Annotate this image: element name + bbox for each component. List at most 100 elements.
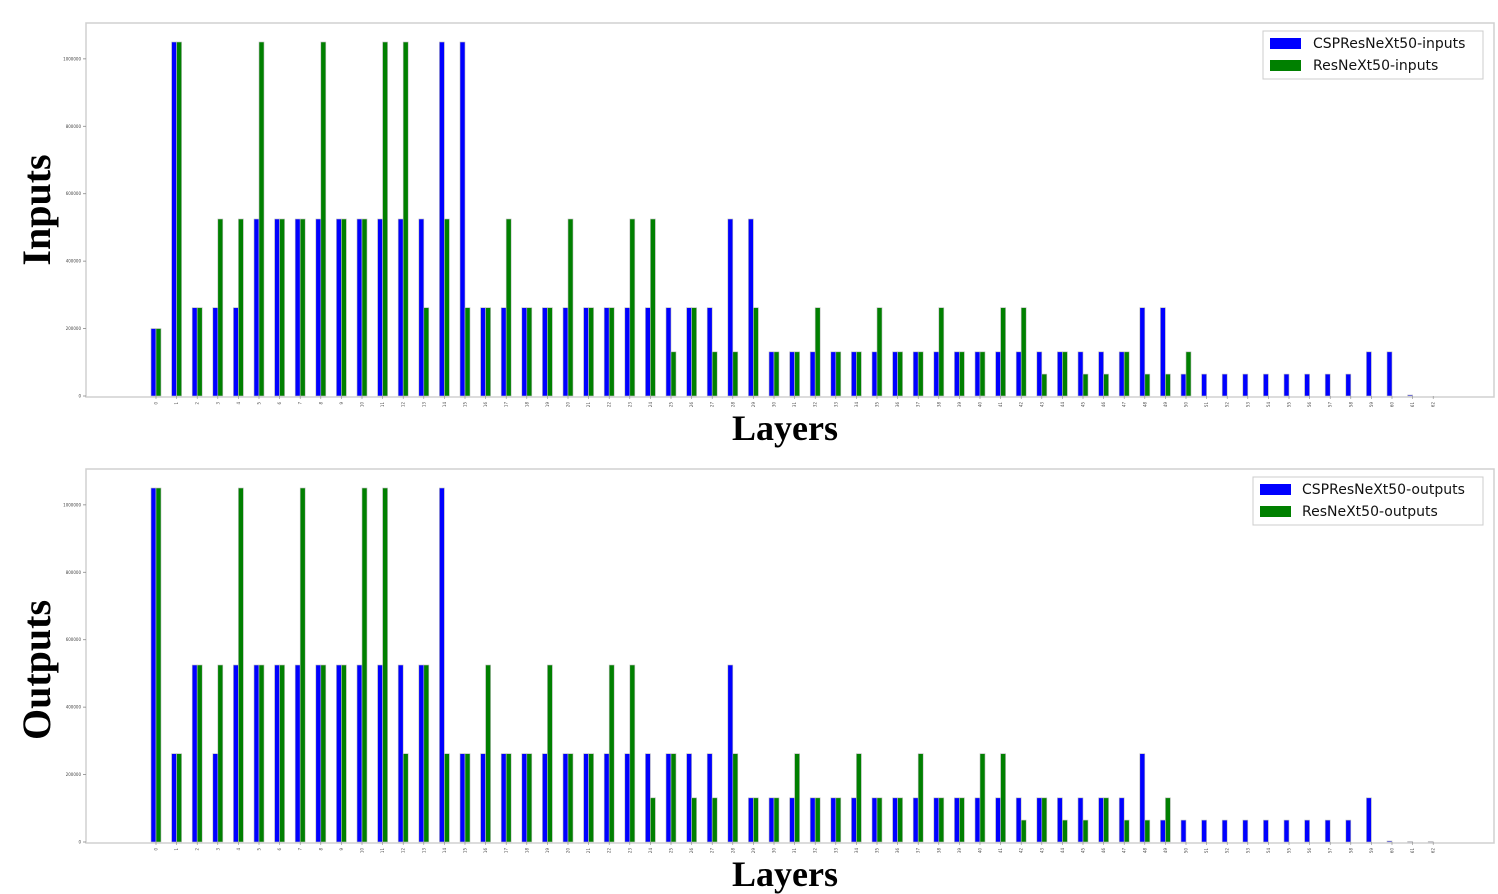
bar-cspresnext50-inputs-37 [912,351,919,397]
x-tick-label: 35 [875,402,880,408]
bar-resnext50-outputs-43 [1041,797,1048,843]
bar-resnext50-outputs-26 [691,797,697,843]
legend-swatch-cspresnext50-inputs [1270,38,1301,49]
bar-resnext50-outputs-8 [320,664,327,843]
x-tick-label: 2 [195,848,200,851]
bar-resnext50-inputs-18 [526,307,533,397]
x-tick-label: 11 [380,848,385,854]
x-tick-label: 26 [689,402,694,408]
bar-cspresnext50-inputs-52 [1221,373,1228,397]
y-tick-label: 200000 [66,326,82,331]
bar-resnext50-outputs-39 [959,797,965,843]
bar-layer [150,41,1413,397]
bar-resnext50-outputs-35 [876,797,883,843]
bar-resnext50-inputs-29 [753,307,759,397]
x-tick-label: 7 [298,848,303,851]
bar-resnext50-outputs-29 [753,797,759,843]
x-tick-label: 60 [1390,402,1395,408]
y-tick-label: 200000 [66,772,82,777]
bar-resnext50-outputs-6 [279,664,285,843]
bar-cspresnext50-inputs-33 [830,351,837,397]
x-tick-label: 25 [669,402,674,408]
bar-resnext50-outputs-19 [547,664,553,843]
bar-cspresnext50-inputs-20 [562,307,569,397]
x-tick-label: 8 [318,848,323,851]
x-tick-label: 56 [1307,402,1312,408]
bar-resnext50-inputs-37 [917,351,924,397]
bar-cspresnext50-outputs-8 [315,664,322,843]
bar-cspresnext50-outputs-22 [603,753,610,843]
bar-resnext50-outputs-23 [629,664,636,843]
bar-cspresnext50-inputs-17 [500,307,507,397]
bar-cspresnext50-outputs-17 [500,753,507,843]
bar-resnext50-inputs-2 [196,307,203,397]
bar-cspresnext50-inputs-0 [150,328,157,397]
bar-cspresnext50-outputs-61 [1407,841,1413,843]
x-tick-label: 40 [978,848,983,854]
x-tick-label: 35 [875,848,880,854]
bar-resnext50-inputs-43 [1041,373,1048,397]
bar-layer [150,487,1434,843]
x-tick-label: 2 [195,402,200,405]
bar-resnext50-outputs-28 [732,753,739,843]
bar-cspresnext50-outputs-58 [1345,819,1352,843]
bar-resnext50-inputs-33 [835,351,842,397]
bar-resnext50-inputs-50 [1185,351,1192,397]
bar-resnext50-inputs-47 [1123,351,1130,397]
y-tick-label: 600000 [66,191,82,196]
legend-swatch-cspresnext50-outputs [1260,484,1291,495]
bar-cspresnext50-outputs-52 [1221,819,1228,843]
x-tick-label: 37 [916,848,921,854]
bar-resnext50-inputs-32 [814,307,821,397]
x-tick-label: 10 [360,848,365,854]
x-tick-label: 43 [1039,402,1044,408]
x-tick-label: 20 [566,848,571,854]
bar-cspresnext50-outputs-23 [624,753,631,843]
x-tick-label: 61 [1410,402,1415,408]
y-axis-title: Inputs [14,154,59,265]
bar-cspresnext50-inputs-3 [212,307,219,397]
x-tick-label: 21 [586,402,591,408]
bar-cspresnext50-outputs-20 [562,753,569,843]
x-tick-label: 39 [957,848,962,854]
x-tick-label: 50 [1184,848,1189,854]
bar-resnext50-outputs-10 [361,487,368,843]
bar-cspresnext50-inputs-41 [995,351,1001,397]
x-tick-label: 58 [1348,402,1353,408]
x-tick-label: 31 [792,402,797,408]
bar-resnext50-inputs-48 [1144,373,1151,397]
legend-frame [1252,476,1484,526]
bar-resnext50-outputs-12 [402,753,409,843]
bar-cspresnext50-outputs-62 [1427,841,1434,843]
bar-resnext50-outputs-7 [299,487,306,843]
bar-resnext50-inputs-9 [341,218,347,397]
bar-resnext50-inputs-15 [464,307,471,397]
bar-cspresnext50-inputs-36 [892,351,898,397]
x-tick-label: 31 [792,848,797,854]
bar-resnext50-inputs-6 [279,218,285,397]
bar-cspresnext50-inputs-2 [191,307,198,397]
bar-resnext50-inputs-27 [711,351,718,397]
y-tick-label: 800000 [66,570,82,575]
x-tick-label: 16 [483,402,488,408]
x-tick-label: 0 [154,402,159,405]
bar-resnext50-inputs-7 [299,218,306,397]
bar-cspresnext50-outputs-34 [851,797,857,843]
x-tick-label: 33 [833,848,838,854]
bar-resnext50-outputs-36 [897,797,903,843]
x-tick-label: 27 [710,848,715,854]
bar-cspresnext50-inputs-40 [974,351,981,397]
x-tick-label: 18 [524,402,529,408]
x-tick-label: 50 [1184,402,1189,408]
bar-resnext50-outputs-32 [814,797,821,843]
x-tick-label: 9 [339,848,344,851]
legend-swatch-resnext50-outputs [1260,506,1291,517]
x-tick-label: 57 [1328,848,1333,854]
x-tick-label: 29 [751,402,756,408]
bar-resnext50-inputs-5 [258,41,265,397]
bar-cspresnext50-inputs-5 [253,218,260,397]
x-tick-label: 46 [1101,848,1106,854]
bar-cspresnext50-outputs-39 [954,797,960,843]
bar-cspresnext50-outputs-2 [191,664,198,843]
